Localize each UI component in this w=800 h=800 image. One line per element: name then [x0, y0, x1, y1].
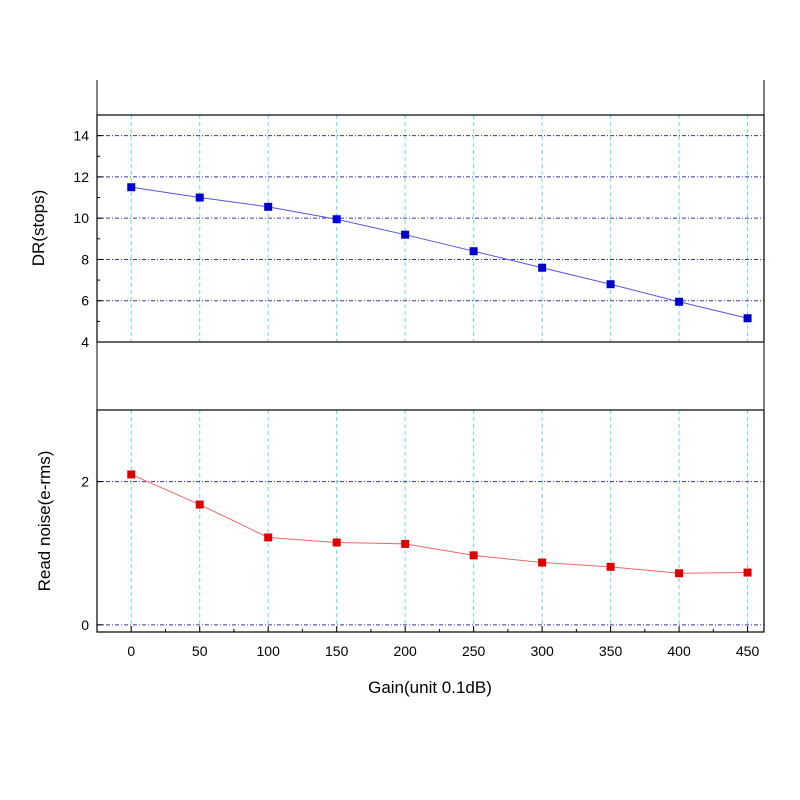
dr-data-point: [743, 314, 752, 323]
dr-data-point: [264, 202, 273, 211]
read-noise-y-axis-title: Read noise(e-rms): [35, 451, 54, 592]
read-noise-panel: 02 0 50 100 150 200 250 300 350 400 450 Read nois…: [35, 409, 765, 697]
read-noise-panel-grid: [97, 410, 764, 632]
dr-panel: 4 6 8 10 12 14 DR(stops): [29, 114, 765, 350]
read-noise-data-point: [195, 500, 204, 509]
dr-data-point: [332, 215, 341, 224]
read-noise-series-line: [131, 473, 748, 574]
x-tick-label: 50: [192, 643, 208, 659]
dr-data-point: [195, 193, 204, 202]
dr-y-tick-label: 10: [73, 210, 89, 226]
x-tick-label: 150: [325, 643, 349, 659]
read-noise-data-point: [675, 569, 684, 578]
read-noise-series: [127, 470, 752, 578]
x-tick-label: 250: [462, 643, 486, 659]
dr-y-tick-label: 4: [81, 334, 89, 350]
read-noise-data-point: [127, 470, 136, 479]
read-noise-data-point: [264, 533, 273, 542]
read-noise-panel-frame: [96, 409, 765, 633]
x-tick-label: 100: [257, 643, 281, 659]
x-tick-label: 0: [127, 643, 135, 659]
dr-series-line: [131, 186, 748, 319]
read-noise-y-tick-label: 2: [81, 474, 89, 490]
dr-y-axis-title: DR(stops): [29, 190, 48, 267]
dr-y-tick-label: 12: [73, 169, 89, 185]
x-tick-label: 200: [393, 643, 417, 659]
read-noise-y-tick-label: 0: [81, 617, 89, 633]
dr-data-point: [606, 280, 615, 289]
dr-y-tick-label: 8: [81, 251, 89, 267]
read-noise-data-point: [469, 551, 478, 560]
dr-data-point: [127, 183, 136, 192]
dr-panel-y-ticks: 4 6 8 10 12 14: [73, 128, 103, 350]
dr-y-tick-label: 6: [81, 293, 89, 309]
x-tick-label: 350: [599, 643, 623, 659]
read-noise-panel-y-ticks: 02: [81, 474, 103, 633]
read-noise-data-point: [743, 568, 752, 577]
read-noise-data-point: [401, 539, 410, 548]
dr-data-point: [538, 263, 547, 272]
dr-panel-frame: [96, 114, 765, 343]
dr-y-tick-label: 14: [73, 128, 89, 144]
dr-data-point: [469, 247, 478, 256]
x-axis-ticks: 0 50 100 150 200 250 300 350 400 450: [96, 626, 760, 659]
x-axis-title: Gain(unit 0.1dB): [368, 678, 492, 697]
dr-data-point: [401, 230, 410, 239]
read-noise-data-point: [538, 558, 547, 567]
dr-panel-grid: [97, 115, 764, 342]
x-tick-label: 300: [530, 643, 554, 659]
dr-series: [127, 183, 752, 323]
x-tick-label: 450: [736, 643, 760, 659]
x-tick-label: 400: [667, 643, 691, 659]
read-noise-data-point: [332, 538, 341, 547]
read-noise-data-point: [606, 562, 615, 571]
dr-data-point: [675, 297, 684, 306]
